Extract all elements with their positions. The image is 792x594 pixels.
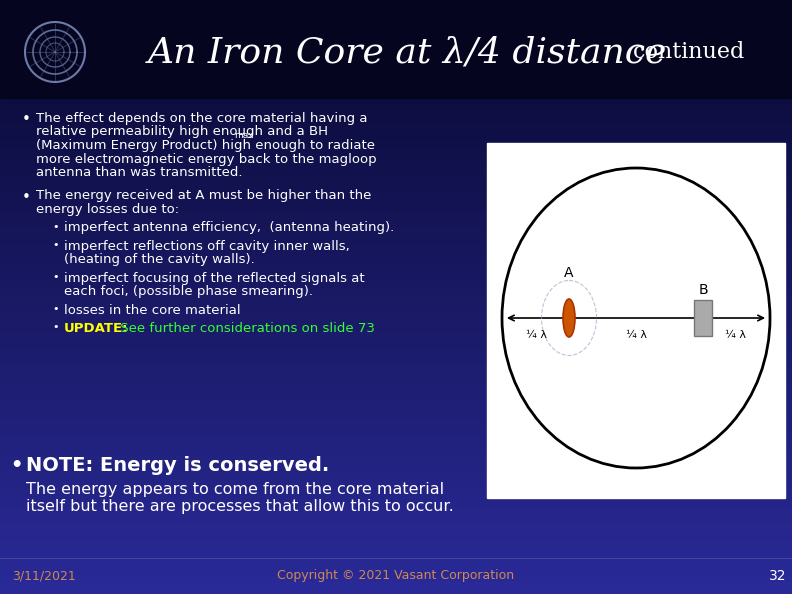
Text: losses in the core material: losses in the core material [64,304,241,317]
Text: ¼ λ: ¼ λ [526,330,547,340]
Bar [487,143,785,498]
Text: A: A [564,266,573,280]
Text: antenna than was transmitted.: antenna than was transmitted. [36,166,242,179]
Text: B: B [699,283,708,297]
Text: 3/11/2021: 3/11/2021 [12,570,76,583]
Text: NOTE: Energy is conserved.: NOTE: Energy is conserved. [26,456,329,475]
Text: imperfect reflections off cavity inner walls,: imperfect reflections off cavity inner w… [64,240,350,253]
Text: •: • [52,304,59,314]
Text: imperfect antenna efficiency,  (antenna heating).: imperfect antenna efficiency, (antenna h… [64,222,394,235]
Text: imperfect focusing of the reflected signals at: imperfect focusing of the reflected sign… [64,272,364,285]
Ellipse shape [563,299,575,337]
Text: itself but there are processes that allow this to occur.: itself but there are processes that allo… [26,499,454,514]
Text: Copyright © 2021 Vasant Corporation: Copyright © 2021 Vasant Corporation [277,570,515,583]
Text: each foci, (possible phase smearing).: each foci, (possible phase smearing). [64,286,313,299]
Text: (heating of the cavity walls).: (heating of the cavity walls). [64,254,255,267]
Text: •: • [22,189,31,204]
Text: relative permeability high enough and a BH: relative permeability high enough and a … [36,125,328,138]
Text: •: • [52,321,59,331]
Text: more electromagnetic energy back to the magloop: more electromagnetic energy back to the … [36,153,377,166]
Text: 32: 32 [769,569,786,583]
Text: •: • [52,222,59,232]
Text: An Iron Core at λ/4 distance: An Iron Core at λ/4 distance [148,35,668,69]
Text: •: • [10,456,22,475]
Text: continued: continued [633,41,745,63]
Text: See further considerations on slide 73: See further considerations on slide 73 [116,321,375,334]
Text: ¼ λ: ¼ λ [626,330,646,340]
Text: •: • [52,272,59,282]
Text: •: • [52,240,59,250]
Text: ¼ λ: ¼ λ [725,330,746,340]
Text: The energy appears to come from the core material: The energy appears to come from the core… [26,482,444,497]
Bar [694,300,712,336]
Text: •: • [22,112,31,127]
Text: The effect depends on the core material having a: The effect depends on the core material … [36,112,367,125]
Text: energy losses due to:: energy losses due to: [36,203,179,216]
Text: The energy received at A must be higher than the: The energy received at A must be higher … [36,189,371,203]
Bar [0,0,792,98]
Text: UPDATE:: UPDATE: [64,321,128,334]
Text: (Maximum Energy Product) high enough to radiate: (Maximum Energy Product) high enough to … [36,139,375,152]
Text: max: max [234,131,253,140]
